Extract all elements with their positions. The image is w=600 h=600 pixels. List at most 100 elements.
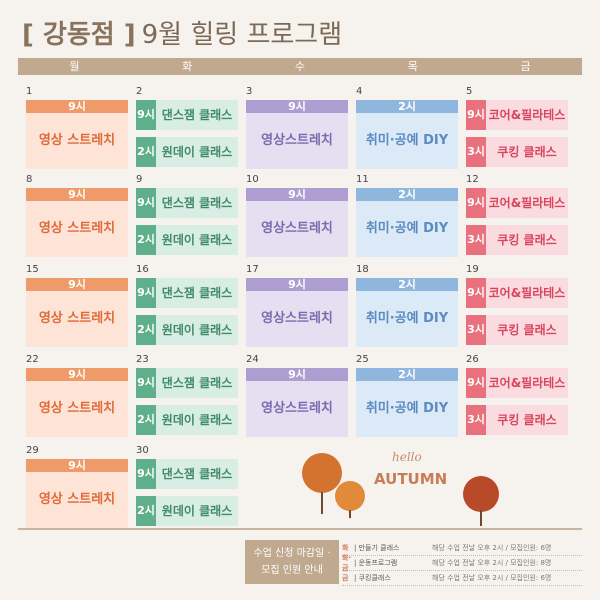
program-label: 영상 스트레치: [26, 113, 128, 169]
program-slot[interactable]: 9시 코어&필라테스: [466, 100, 568, 130]
program-block[interactable]: 2시 취미·공예 DIY: [356, 188, 458, 257]
notice-heading: 수업 신청 마감일 · 모집 인원 안내: [245, 540, 339, 584]
program-label: 코어&필라테스: [486, 100, 568, 130]
program-block[interactable]: 2시 취미·공예 DIY: [356, 278, 458, 347]
calendar-day-thu: 4 2시 취미·공예 DIY: [354, 86, 460, 172]
program-block[interactable]: 2시 취미·공예 DIY: [356, 368, 458, 437]
program-time: 9시: [466, 100, 486, 130]
program-slot[interactable]: 3시 쿠킹 클래스: [466, 405, 568, 435]
date-number: 16: [136, 264, 149, 275]
program-label: 원데이 클래스: [156, 315, 238, 345]
program-time: 9시: [466, 188, 486, 218]
program-label: 영상 스트레치: [26, 201, 128, 257]
program-slot[interactable]: 3시 쿠킹 클래스: [466, 137, 568, 167]
program-time: 2시: [356, 100, 458, 113]
program-time: 9시: [26, 278, 128, 291]
program-block[interactable]: 9시 영상스트레치: [246, 100, 348, 169]
program-slot[interactable]: 9시 코어&필라테스: [466, 188, 568, 218]
branch-label: [ 강동점 ]: [22, 20, 136, 50]
program-label: 댄스잼 클래스: [156, 188, 238, 218]
program-time: 2시: [136, 225, 156, 255]
program-slot[interactable]: 2시 원데이 클래스: [136, 315, 238, 345]
date-number: 23: [136, 354, 149, 365]
date-number: 8: [26, 174, 33, 185]
calendar-day-mon: 8 9시 영상 스트레치: [24, 174, 130, 260]
program-time: 2시: [356, 368, 458, 381]
program-slot[interactable]: 2시 원데이 클래스: [136, 225, 238, 255]
program-time: 9시: [246, 278, 348, 291]
program-slot[interactable]: 9시 댄스잼 클래스: [136, 459, 238, 489]
program-label: 코어&필라테스: [486, 368, 568, 398]
program-block[interactable]: 9시 영상스트레치: [246, 278, 348, 347]
program-label: 코어&필라테스: [486, 188, 568, 218]
notice-row: 화 | 만들기 클래스 해당 수업 전날 오후 2시 / 모집인원: 6명: [342, 541, 582, 556]
calendar-day-thu: 11 2시 취미·공예 DIY: [354, 174, 460, 260]
calendar-day-fri: 12 9시 코어&필라테스 3시 쿠킹 클래스: [464, 174, 570, 260]
program-slot[interactable]: 3시 쿠킹 클래스: [466, 315, 568, 345]
date-number: 30: [136, 445, 149, 456]
program-label: 댄스잼 클래스: [156, 278, 238, 308]
program-block[interactable]: 9시 영상 스트레치: [26, 188, 128, 257]
program-time: 9시: [136, 368, 156, 398]
notice-desc: 해당 수업 전날 오후 2시 / 모집인원: 6명: [432, 544, 552, 552]
program-block[interactable]: 9시 영상스트레치: [246, 368, 348, 437]
program-block[interactable]: 2시 취미·공예 DIY: [356, 100, 458, 169]
program-block[interactable]: 9시 영상 스트레치: [26, 278, 128, 347]
date-number: 22: [26, 354, 39, 365]
program-slot[interactable]: 9시 댄스잼 클래스: [136, 278, 238, 308]
program-time: 2시: [136, 496, 156, 526]
program-block[interactable]: 9시 영상 스트레치: [26, 368, 128, 437]
date-number: 25: [356, 354, 369, 365]
program-slot[interactable]: 2시 원데이 클래스: [136, 137, 238, 167]
notice-list: 화 | 만들기 클래스 해당 수업 전날 오후 2시 / 모집인원: 6명 화·금 | …: [342, 541, 582, 586]
calendar-day-fri: 5 9시 코어&필라테스 3시 쿠킹 클래스: [464, 86, 570, 172]
notice-row: 화·금 | 운동프로그램 해당 수업 전날 오후 2시 / 모집인원: 8명: [342, 554, 582, 572]
program-time: 3시: [466, 137, 486, 167]
date-number: 4: [356, 86, 363, 97]
calendar-day-wed: 10 9시 영상스트레치: [244, 174, 350, 260]
date-number: 2: [136, 86, 143, 97]
program-block[interactable]: 9시 영상 스트레치: [26, 459, 128, 528]
program-slot[interactable]: 3시 쿠킹 클래스: [466, 225, 568, 255]
autumn-tree-right: [463, 476, 499, 526]
program-slot[interactable]: 9시 코어&필라테스: [466, 278, 568, 308]
notice-heading-line1: 수업 신청 마감일 ·: [253, 548, 331, 559]
calendar-day-tue: 16 9시 댄스잼 클래스 2시 원데이 클래스: [134, 264, 240, 350]
date-number: 11: [356, 174, 369, 185]
weekday-wed: 수: [294, 60, 306, 73]
program-label: 영상스트레치: [246, 381, 348, 437]
program-block[interactable]: 9시 영상스트레치: [246, 188, 348, 257]
date-number: 12: [466, 174, 479, 185]
calendar-day-wed: 24 9시 영상스트레치: [244, 354, 350, 440]
program-label: 영상스트레치: [246, 291, 348, 347]
notice-day: 금: [342, 574, 349, 582]
calendar-day-mon: 22 9시 영상 스트레치: [24, 354, 130, 440]
program-title: 9월 힐링 프로그램: [141, 20, 343, 50]
calendar-day-mon: 15 9시 영상 스트레치: [24, 264, 130, 350]
program-label: 쿠킹 클래스: [486, 405, 568, 435]
weekday-mon: 월: [69, 60, 80, 73]
date-number: 19: [466, 264, 479, 275]
calendar-day-mon: 1 9시 영상 스트레치: [24, 86, 130, 172]
program-label: 쿠킹 클래스: [486, 315, 568, 345]
weekday-fri: 금: [520, 60, 531, 73]
program-time: 2시: [136, 315, 156, 345]
calendar-day-tue: 30 9시 댄스잼 클래스 2시 원데이 클래스: [134, 445, 240, 531]
program-slot[interactable]: 9시 코어&필라테스: [466, 368, 568, 398]
program-label: 원데이 클래스: [156, 137, 238, 167]
program-time: 2시: [356, 278, 458, 291]
program-label: 원데이 클래스: [156, 225, 238, 255]
program-block[interactable]: 9시 영상 스트레치: [26, 100, 128, 169]
program-slot[interactable]: 9시 댄스잼 클래스: [136, 368, 238, 398]
program-label: 쿠킹 클래스: [486, 137, 568, 167]
date-number: 17: [246, 264, 259, 275]
program-slot[interactable]: 9시 댄스잼 클래스: [136, 100, 238, 130]
notice-program: | 만들기 클래스: [354, 544, 400, 552]
notice-program: | 운동프로그램: [354, 559, 398, 567]
program-slot[interactable]: 9시 댄스잼 클래스: [136, 188, 238, 218]
program-label: 영상스트레치: [246, 201, 348, 257]
autumn-tree-illustration: [302, 453, 365, 518]
program-slot[interactable]: 2시 원데이 클래스: [136, 496, 238, 526]
program-time: 9시: [246, 368, 348, 381]
program-slot[interactable]: 2시 원데이 클래스: [136, 405, 238, 435]
